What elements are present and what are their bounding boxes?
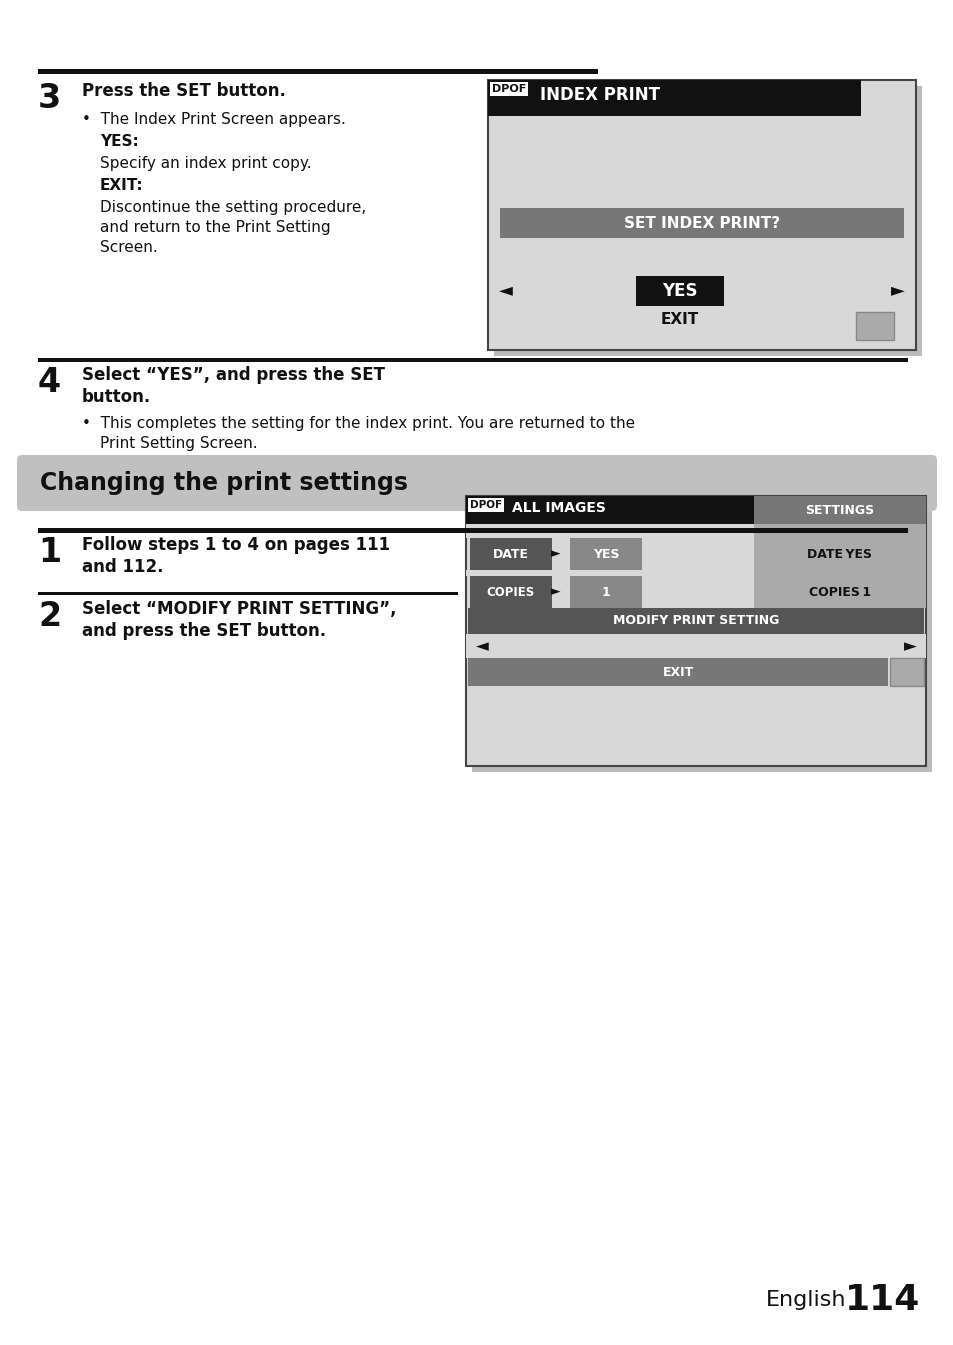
Bar (468, 608, 923, 633)
Bar (569, 576, 641, 608)
Text: ►: ► (551, 585, 560, 599)
Bar (465, 633, 925, 658)
Bar (472, 502, 931, 772)
Bar (470, 576, 552, 608)
Text: Follow steps 1 to 4 on pages 111: Follow steps 1 to 4 on pages 111 (82, 537, 390, 554)
Bar (855, 312, 893, 340)
Bar (470, 538, 552, 570)
Bar (38, 592, 457, 594)
Bar (465, 525, 925, 538)
Text: SETTINGS: SETTINGS (804, 503, 874, 516)
Bar (753, 496, 925, 525)
Text: DPOF: DPOF (470, 500, 501, 510)
Text: and 112.: and 112. (82, 558, 163, 576)
Text: YES:: YES: (100, 134, 138, 149)
Text: English: English (764, 1290, 845, 1310)
Text: Select “YES”, and press the SET: Select “YES”, and press the SET (82, 366, 385, 385)
Text: DATE: DATE (493, 547, 529, 561)
Bar (468, 658, 887, 686)
Bar (488, 79, 861, 116)
Bar (753, 525, 925, 538)
FancyBboxPatch shape (17, 455, 936, 511)
Text: Press the SET button.: Press the SET button. (82, 82, 286, 100)
Bar (38, 529, 907, 533)
Text: 1: 1 (38, 537, 61, 569)
Text: MODIFY PRINT SETTING: MODIFY PRINT SETTING (612, 615, 779, 628)
Bar (499, 208, 903, 238)
Text: ◄: ◄ (498, 281, 513, 299)
Bar (753, 538, 925, 570)
Text: INDEX PRINT: INDEX PRINT (539, 86, 659, 104)
Text: YES: YES (592, 547, 618, 561)
Text: 114: 114 (843, 1283, 919, 1317)
Text: 4: 4 (38, 366, 61, 399)
Bar (38, 358, 907, 362)
Text: Screen.: Screen. (100, 239, 157, 256)
Text: EXIT: EXIT (660, 312, 699, 327)
Bar (753, 576, 925, 608)
Text: •  The Index Print Screen appears.: • The Index Print Screen appears. (82, 112, 346, 126)
Text: Changing the print settings: Changing the print settings (40, 471, 408, 495)
Text: 3: 3 (38, 82, 61, 116)
Bar (569, 538, 641, 570)
Text: COPIES 1: COPIES 1 (808, 585, 870, 599)
Bar (889, 658, 923, 686)
Text: 2: 2 (38, 600, 61, 633)
Text: Print Setting Screen.: Print Setting Screen. (100, 436, 257, 451)
Text: •  This completes the setting for the index print. You are returned to the: • This completes the setting for the ind… (82, 416, 635, 430)
Text: and press the SET button.: and press the SET button. (82, 621, 326, 640)
Text: ►: ► (902, 638, 916, 655)
Text: ►: ► (890, 281, 904, 299)
Bar (38, 69, 598, 74)
Text: and return to the Print Setting: and return to the Print Setting (100, 221, 331, 235)
Bar (753, 570, 925, 576)
Text: DPOF: DPOF (492, 83, 526, 94)
Bar (488, 79, 915, 350)
Bar (465, 496, 925, 767)
Text: ALL IMAGES: ALL IMAGES (512, 500, 605, 515)
Text: ◄: ◄ (476, 638, 488, 655)
Text: DATE YES: DATE YES (806, 547, 872, 561)
Bar (636, 276, 723, 307)
Text: COPIES: COPIES (486, 585, 535, 599)
Text: ►: ► (551, 547, 560, 561)
Text: Specify an index print copy.: Specify an index print copy. (100, 156, 312, 171)
Bar (465, 496, 753, 525)
Text: SET INDEX PRINT?: SET INDEX PRINT? (623, 215, 780, 230)
Text: YES: YES (661, 282, 697, 300)
Text: EXIT:: EXIT: (100, 178, 144, 192)
Bar (465, 570, 925, 576)
Text: Discontinue the setting procedure,: Discontinue the setting procedure, (100, 200, 366, 215)
Text: DPOF: DPOF (492, 83, 526, 94)
Bar (494, 86, 921, 356)
Text: EXIT: EXIT (662, 666, 694, 678)
Text: 1: 1 (601, 585, 610, 599)
Text: Select “MODIFY PRINT SETTING”,: Select “MODIFY PRINT SETTING”, (82, 600, 396, 617)
Text: button.: button. (82, 387, 152, 406)
